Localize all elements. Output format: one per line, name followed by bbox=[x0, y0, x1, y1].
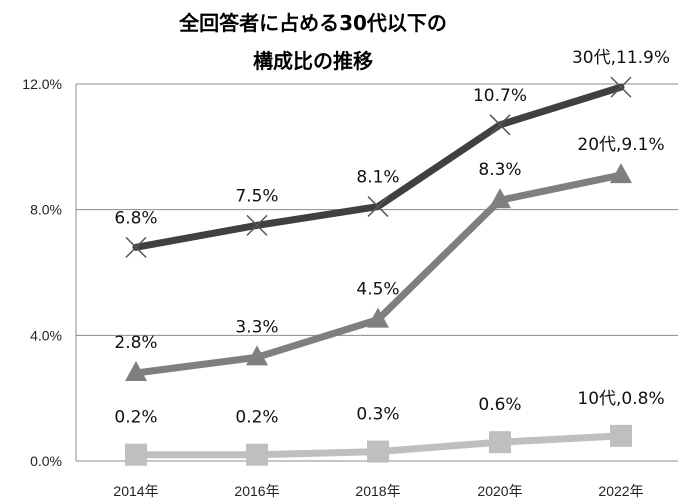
data-point bbox=[246, 345, 268, 366]
data-label: 2.8% bbox=[114, 333, 157, 353]
data-point bbox=[367, 440, 389, 463]
data-point bbox=[489, 431, 511, 454]
data-label: 4.5% bbox=[356, 280, 399, 300]
y-tick-label: 8.0% bbox=[30, 202, 62, 218]
data-label: 6.8% bbox=[114, 208, 157, 228]
data-point bbox=[489, 188, 511, 209]
x-tick-label: 2014年 bbox=[113, 483, 158, 499]
data-point bbox=[610, 76, 632, 98]
x-tick-label: 2018年 bbox=[355, 483, 400, 499]
y-tick-label: 4.0% bbox=[30, 327, 62, 343]
x-tick-label: 2016年 bbox=[234, 483, 279, 499]
data-label: 10.7% bbox=[473, 86, 527, 106]
data-point bbox=[246, 214, 268, 236]
data-label: 0.6% bbox=[478, 395, 521, 415]
chart-title-line1: 全回答者に占める30代以下の bbox=[178, 11, 447, 35]
y-tick-label: 12.0% bbox=[22, 76, 62, 92]
x-tick-label: 2022年 bbox=[598, 483, 643, 499]
data-label: 8.3% bbox=[478, 160, 521, 180]
data-point bbox=[367, 307, 389, 328]
data-point bbox=[125, 236, 147, 258]
data-label: 7.5% bbox=[235, 186, 278, 206]
data-label: 0.3% bbox=[356, 405, 399, 425]
data-label: 30代,11.9% bbox=[572, 48, 670, 68]
data-point bbox=[367, 195, 389, 218]
data-label: 20代,9.1% bbox=[577, 135, 664, 155]
data-label: 3.3% bbox=[235, 317, 278, 337]
data-label: 0.2% bbox=[235, 408, 278, 428]
data-point bbox=[610, 424, 632, 447]
data-point bbox=[489, 114, 511, 136]
chart-title-line2: 構成比の推移 bbox=[253, 49, 373, 73]
data-point bbox=[125, 443, 147, 466]
y-tick-label: 0.0% bbox=[30, 453, 62, 469]
data-point bbox=[246, 443, 268, 466]
series-layer bbox=[125, 76, 632, 466]
data-point bbox=[610, 163, 632, 184]
data-label: 0.2% bbox=[114, 408, 157, 428]
x-tick-label: 2020年 bbox=[477, 483, 522, 499]
data-point bbox=[125, 361, 147, 382]
data-label: 8.1% bbox=[356, 168, 399, 188]
data-label: 10代,0.8% bbox=[577, 389, 664, 409]
data-labels: 6.8% 7.5% 8.1% 10.7% 30代,11.9% 2.8% 3.3% 4.5% 8.… bbox=[114, 48, 670, 428]
